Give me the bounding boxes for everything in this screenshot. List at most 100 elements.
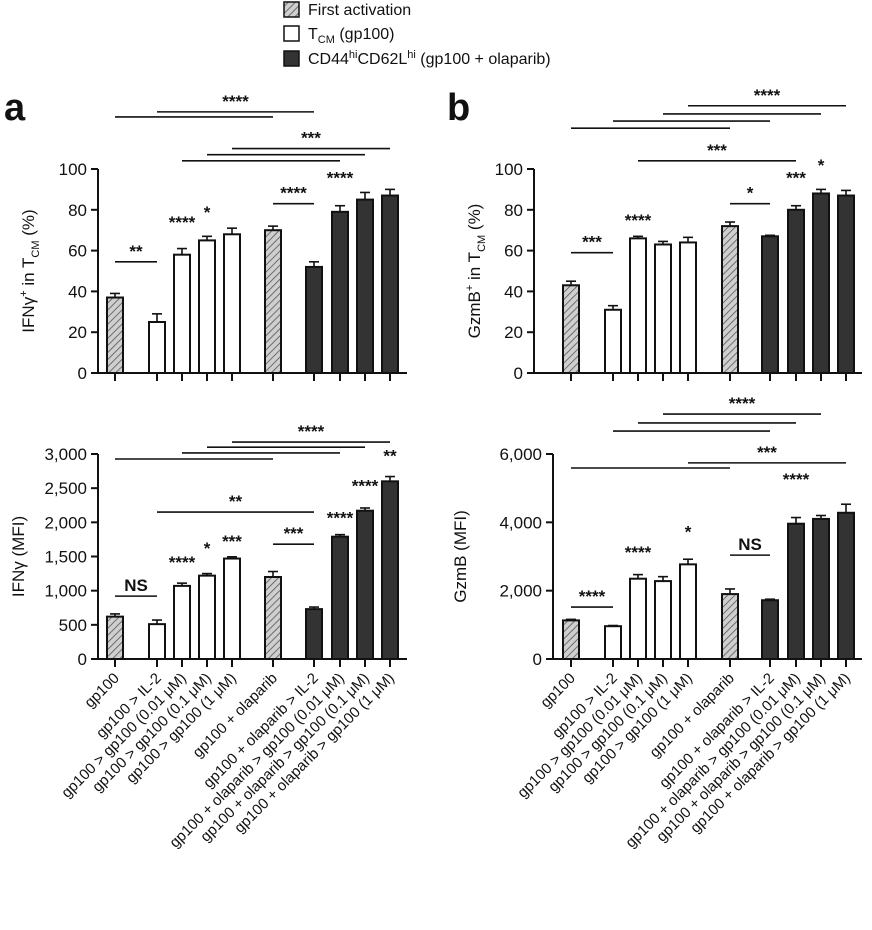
bar-6 — [761, 235, 779, 374]
y-tick-label: 4,000 — [499, 513, 542, 532]
y-tick-label: 6,000 — [499, 445, 542, 464]
y-axis-label-part: + — [464, 285, 476, 291]
significance-label: * — [747, 184, 754, 203]
y-tick-label: 0 — [78, 364, 87, 383]
y-tick-label: 2,500 — [44, 479, 87, 498]
y-axis-label-part: in T — [465, 252, 484, 285]
bar-significance-label: *** — [222, 532, 242, 551]
significance-label: ** — [129, 242, 143, 261]
y-tick-label: 3,000 — [44, 445, 87, 464]
bar-significance-label: **** — [327, 168, 354, 187]
y-tick-label: 40 — [504, 282, 523, 301]
legend-label: First activation — [308, 2, 411, 19]
significance-label: **** — [280, 184, 307, 203]
significance-label: NS — [124, 576, 148, 595]
y-tick-label: 60 — [504, 242, 523, 261]
y-tick-label: 2,000 — [44, 513, 87, 532]
bar-5 — [264, 576, 282, 660]
y-axis-label-part: + — [18, 290, 30, 296]
bar-4 — [679, 563, 697, 661]
bar-significance-label: * — [685, 523, 692, 542]
y-tick-label: 1,000 — [44, 582, 87, 601]
bar-1 — [604, 308, 622, 375]
bar-6 — [305, 608, 323, 660]
y-axis-label-part: (%) — [465, 204, 484, 235]
y-tick-label: 40 — [68, 282, 87, 301]
bar-4 — [679, 241, 697, 374]
bar-0 — [562, 619, 580, 660]
bar-significance-label: **** — [625, 211, 652, 230]
bar-9 — [837, 511, 855, 660]
bar-significance-label: **** — [783, 470, 810, 489]
bar-8 — [356, 509, 374, 661]
bar-0 — [106, 296, 124, 374]
y-axis-label: IFNγ+ in TCM (%) — [18, 209, 42, 332]
bar-4 — [223, 557, 241, 660]
bar-9 — [381, 194, 399, 374]
legend-swatch-white — [283, 25, 300, 42]
y-axis-label-part: IFNγ — [19, 296, 38, 332]
y-axis-label-part: GzmB (MFI) — [451, 510, 470, 603]
y-axis-label: GzmB (MFI) — [451, 510, 470, 603]
significance-label: **** — [579, 587, 606, 606]
bar-2 — [173, 253, 191, 374]
bar-4 — [223, 233, 241, 374]
y-axis-label-part: IFNγ (MFI) — [9, 516, 28, 597]
bar-significance-label: * — [204, 539, 211, 558]
y-axis-label-part: CM — [30, 240, 42, 257]
y-tick-label: 0 — [78, 650, 87, 669]
bar-2 — [629, 577, 647, 660]
bar-8 — [356, 198, 374, 374]
y-tick-label: 80 — [504, 201, 523, 220]
bar-5 — [721, 593, 739, 660]
bar-0 — [106, 615, 124, 661]
significance-label: *** — [284, 524, 304, 543]
panel-label-b: b — [447, 87, 470, 129]
bar-7 — [331, 210, 349, 374]
bar-0 — [562, 284, 580, 374]
bar-2 — [629, 237, 647, 374]
legend-swatch-hatched — [283, 1, 300, 18]
y-tick-label: 1,500 — [44, 548, 87, 567]
bar-significance-label: *** — [786, 168, 806, 187]
bar-significance-label: **** — [625, 543, 652, 562]
y-axis-label-part: CM — [476, 235, 488, 252]
y-tick-label: 0 — [514, 364, 523, 383]
y-tick-label: 80 — [68, 201, 87, 220]
significance-label: **** — [222, 92, 249, 111]
y-tick-label: 60 — [68, 242, 87, 261]
bar-1 — [148, 321, 166, 374]
significance-label: *** — [582, 233, 602, 252]
legend: First activation TCM (gp100) CD44hiCD62L… — [283, 1, 551, 68]
bar-6 — [761, 599, 779, 661]
bar-3 — [654, 580, 672, 660]
bar-1 — [148, 623, 166, 661]
bar-8 — [812, 517, 830, 661]
legend-label: CD44hiCD62Lhi (gp100 + olaparib) — [308, 49, 551, 68]
y-axis-label: IFNγ (MFI) — [9, 516, 28, 597]
significance-label: *** — [757, 443, 777, 462]
y-tick-label: 500 — [59, 616, 87, 635]
panel-label-a: a — [4, 87, 26, 129]
bar-significance-label: * — [818, 156, 825, 175]
bar-7 — [331, 535, 349, 661]
significance-label: **** — [729, 394, 756, 413]
significance-label: **** — [754, 86, 781, 105]
y-axis-label-part: GzmB — [465, 291, 484, 338]
legend-item-first-activation: First activation — [283, 1, 411, 19]
bar-3 — [654, 243, 672, 374]
bar-9 — [381, 480, 399, 661]
bar-significance-label: **** — [352, 477, 379, 496]
significance-label: **** — [298, 422, 325, 441]
bar-6 — [305, 265, 323, 375]
y-axis-label-part: (%) — [19, 209, 38, 240]
bar-7 — [787, 208, 805, 374]
bar-significance-label: * — [204, 203, 211, 222]
y-tick-label: 2,000 — [499, 582, 542, 601]
bar-9 — [837, 194, 855, 374]
